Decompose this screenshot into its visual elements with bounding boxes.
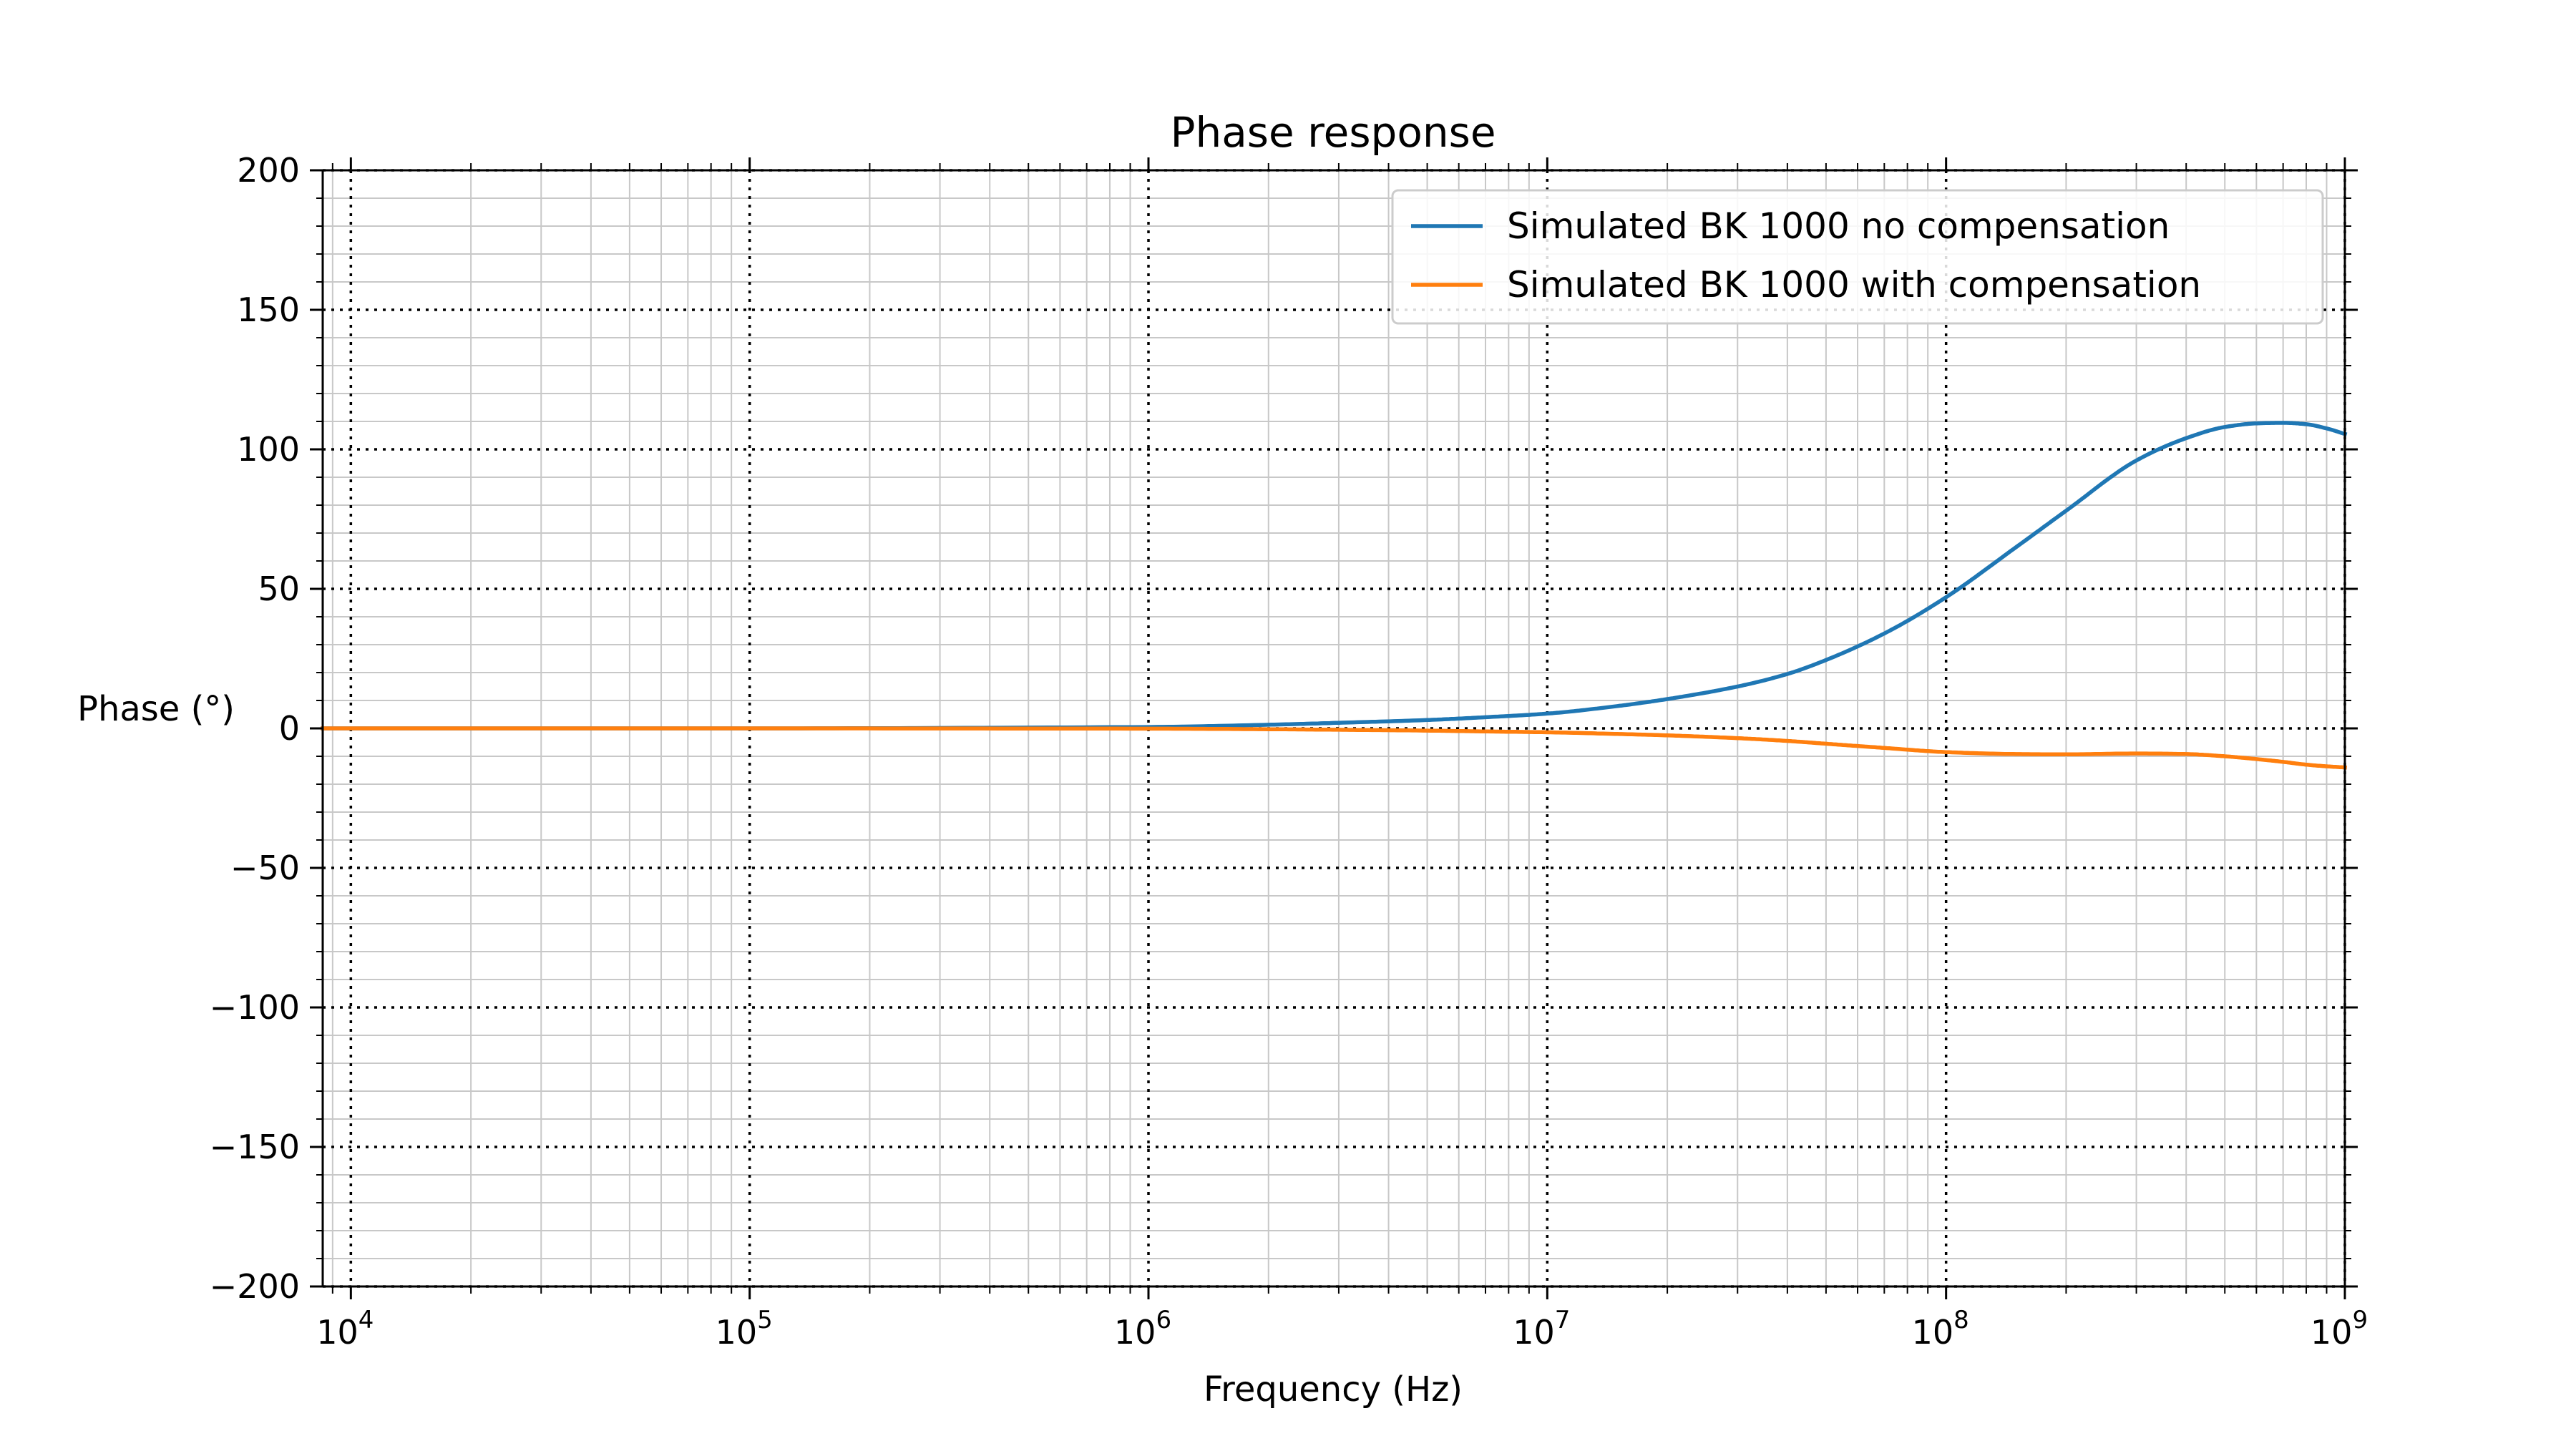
x-tick-label: 105 [716,1306,773,1352]
chart-title: Phase response [1170,108,1496,157]
y-tick-label: 150 [237,290,300,329]
x-tick-label: 109 [2311,1306,2368,1352]
y-tick-label: −200 [210,1267,300,1306]
y-tick-label: −150 [210,1128,300,1166]
legend-label-1: Simulated BK 1000 no compensation [1507,205,2170,247]
y-tick-label: 50 [258,570,300,608]
series-line-1 [321,421,2348,731]
x-tick-label: 107 [1513,1306,1570,1352]
y-axis-title: Phase (°) [77,689,235,729]
y-tick-label: −50 [230,849,300,887]
x-axis-ticks: 104 105 106 107 108 109 [316,157,2368,1352]
y-axis-ticks: 200 150 100 50 0 −50 −100 −150 −200 [210,151,2358,1306]
legend-box [1391,189,2324,325]
legend-label-2: Simulated BK 1000 with compensation [1507,264,2201,306]
x-axis-title: Frequency (Hz) [1204,1369,1463,1410]
y-tick-label: −100 [210,988,300,1027]
y-tick-label: 200 [237,151,300,190]
series-layer [321,421,2348,770]
x-tick-label: 108 [1912,1306,1969,1352]
x-tick-label: 104 [316,1306,374,1352]
legend: Simulated BK 1000 no compensation Simulat… [1391,189,2324,325]
y-tick-label: 0 [279,709,300,748]
x-tick-label: 106 [1114,1306,1171,1352]
series-line-2 [321,726,2347,770]
y-tick-label: 100 [237,430,300,469]
